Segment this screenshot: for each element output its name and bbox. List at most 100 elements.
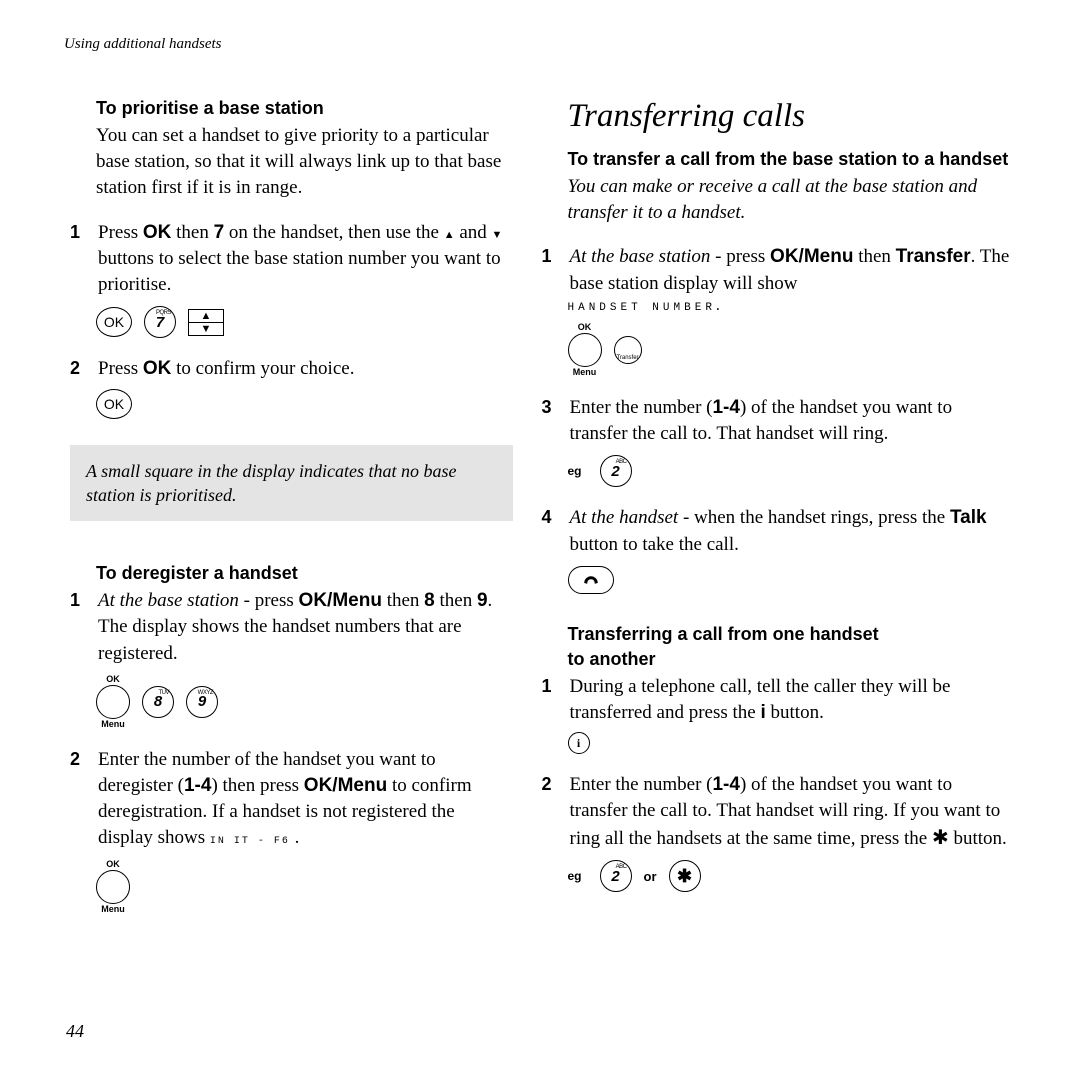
text: then xyxy=(171,222,213,243)
step-number: 3 xyxy=(542,395,556,447)
text: - press xyxy=(710,246,770,267)
icon-row-talk xyxy=(568,566,1011,594)
eg-label: eg xyxy=(568,869,582,883)
icon-row-ok-7-arrows: OK 7PQRS xyxy=(96,306,513,338)
transfer-handset-title-1: Transferring a call from one handset xyxy=(568,624,1011,645)
lcd-text: IN IT - F6 xyxy=(210,836,290,847)
ok-menu-button-icon: OK Menu xyxy=(96,860,130,914)
step-body: At the base station - press OK/Menu then… xyxy=(98,588,513,667)
text-italic: At the base station xyxy=(570,246,711,267)
ok-button-icon: OK xyxy=(96,389,132,419)
text-bold: 1-4 xyxy=(712,397,739,418)
handset-step-1: 1 During a telephone call, tell the call… xyxy=(542,674,1011,726)
text-bold: Transfer xyxy=(896,246,971,267)
triangle-up-icon xyxy=(444,222,455,243)
key-7-icon: 7PQRS xyxy=(144,306,176,338)
transfer-step-3: 3 Enter the number (1-4) of the handset … xyxy=(542,395,1011,447)
menu-label: Menu xyxy=(101,720,125,729)
step-body: At the handset - when the handset rings,… xyxy=(570,505,1011,557)
ok-menu-button-icon: OK Menu xyxy=(96,675,130,729)
transfer-step-4: 4 At the handset - when the handset ring… xyxy=(542,505,1011,557)
right-column: Transferring calls To transfer a call fr… xyxy=(568,98,1011,914)
step-number: 1 xyxy=(542,674,556,726)
tiny-letters: PQRS xyxy=(156,310,171,316)
text: - when the handset rings, press the xyxy=(678,507,950,528)
left-column: To prioritise a base station You can set… xyxy=(70,98,513,914)
arrow-down-icon xyxy=(189,323,223,335)
step-number: 2 xyxy=(70,747,84,852)
prioritise-step-2: 2 Press OK to confirm your choice. xyxy=(70,356,513,382)
text-bold: 1-4 xyxy=(712,774,739,795)
step-number: 1 xyxy=(542,244,556,296)
text: . xyxy=(290,827,300,848)
text: and xyxy=(455,222,492,243)
text: then xyxy=(435,590,477,611)
eg-label: eg xyxy=(568,464,582,478)
ok-menu-button-icon: OK Menu xyxy=(568,323,602,377)
text: ) then press xyxy=(211,775,303,796)
text-bold: 7 xyxy=(214,222,225,243)
or-label: or xyxy=(644,869,657,884)
transfer-base-para: You can make or receive a call at the ba… xyxy=(568,174,1011,226)
deregister-step-2: 2 Enter the number of the handset you wa… xyxy=(70,747,513,852)
transfer-button-icon: Transfer xyxy=(614,336,642,364)
text: Enter the number ( xyxy=(570,397,713,418)
digit: 2 xyxy=(611,868,619,885)
step-body: Enter the number of the handset you want… xyxy=(98,747,513,852)
tiny-letters: ABC xyxy=(616,864,627,870)
step-number: 1 xyxy=(70,588,84,667)
icon-row-okmenu-transfer: OK Menu Transfer xyxy=(568,323,1011,377)
icon-row-okmenu-8-9: OK Menu 8TUV 9WXYZ xyxy=(96,675,513,729)
text-bold: OK xyxy=(143,358,172,379)
transferring-calls-title: Transferring calls xyxy=(568,98,1011,135)
step-body: Enter the number (1-4) of the handset yo… xyxy=(570,395,1011,447)
step-body: At the base station - press OK/Menu then… xyxy=(570,244,1011,296)
text-bold: 9 xyxy=(477,590,488,611)
ok-label: OK xyxy=(578,323,592,332)
transfer-handset-title-2: to another xyxy=(568,649,1011,670)
text-bold: OK xyxy=(143,222,172,243)
prioritise-title: To prioritise a base station xyxy=(96,98,513,119)
transfer-base-title: To transfer a call from the base station… xyxy=(568,149,1011,170)
text-bold: OK/Menu xyxy=(299,590,382,611)
menu-label: Menu xyxy=(101,905,125,914)
text: then xyxy=(382,590,424,611)
text: - press xyxy=(239,590,299,611)
two-column-layout: To prioritise a base station You can set… xyxy=(70,98,1010,914)
tiny-letters: WXYZ xyxy=(198,690,213,696)
key-2-icon: 2ABC xyxy=(600,860,632,892)
key-9-icon: 9WXYZ xyxy=(186,686,218,718)
step-body: Press OK to confirm your choice. xyxy=(98,356,513,382)
icon-row-ok: OK xyxy=(96,389,513,419)
text: on the handset, then use the xyxy=(224,222,444,243)
menu-label: Menu xyxy=(573,368,597,377)
ring-icon xyxy=(96,870,130,904)
deregister-step-1: 1 At the base station - press OK/Menu th… xyxy=(70,588,513,667)
text-italic: At the handset xyxy=(570,507,679,528)
digit: 7 xyxy=(156,314,164,331)
step-number: 1 xyxy=(70,220,84,299)
text: button. xyxy=(949,828,1007,849)
tiny-letters: ABC xyxy=(616,459,627,465)
triangle-down-icon xyxy=(492,222,503,243)
key-star-icon: ✱ xyxy=(669,860,701,892)
running-head: Using additional handsets xyxy=(64,36,1010,53)
digit: 9 xyxy=(198,693,206,710)
step-body: Press OK then 7 on the handset, then use… xyxy=(98,220,513,299)
ok-label: OK xyxy=(106,675,120,684)
text-bold: OK/Menu xyxy=(304,775,387,796)
text: button to take the call. xyxy=(570,534,739,555)
text: . xyxy=(716,297,720,314)
transfer-step-1: 1 At the base station - press OK/Menu th… xyxy=(542,244,1011,296)
text: to confirm your choice. xyxy=(171,358,354,379)
text-bold: 8 xyxy=(424,590,435,611)
text-bold: 1-4 xyxy=(184,775,211,796)
tiny-letters: TUV xyxy=(159,690,170,696)
arrow-rocker-icon xyxy=(188,309,224,336)
ring-icon xyxy=(96,685,130,719)
text: Enter the number ( xyxy=(570,774,713,795)
step-body: During a telephone call, tell the caller… xyxy=(570,674,1011,726)
arrow-up-icon xyxy=(189,310,223,323)
text: then xyxy=(853,246,895,267)
step-number: 4 xyxy=(542,505,556,557)
